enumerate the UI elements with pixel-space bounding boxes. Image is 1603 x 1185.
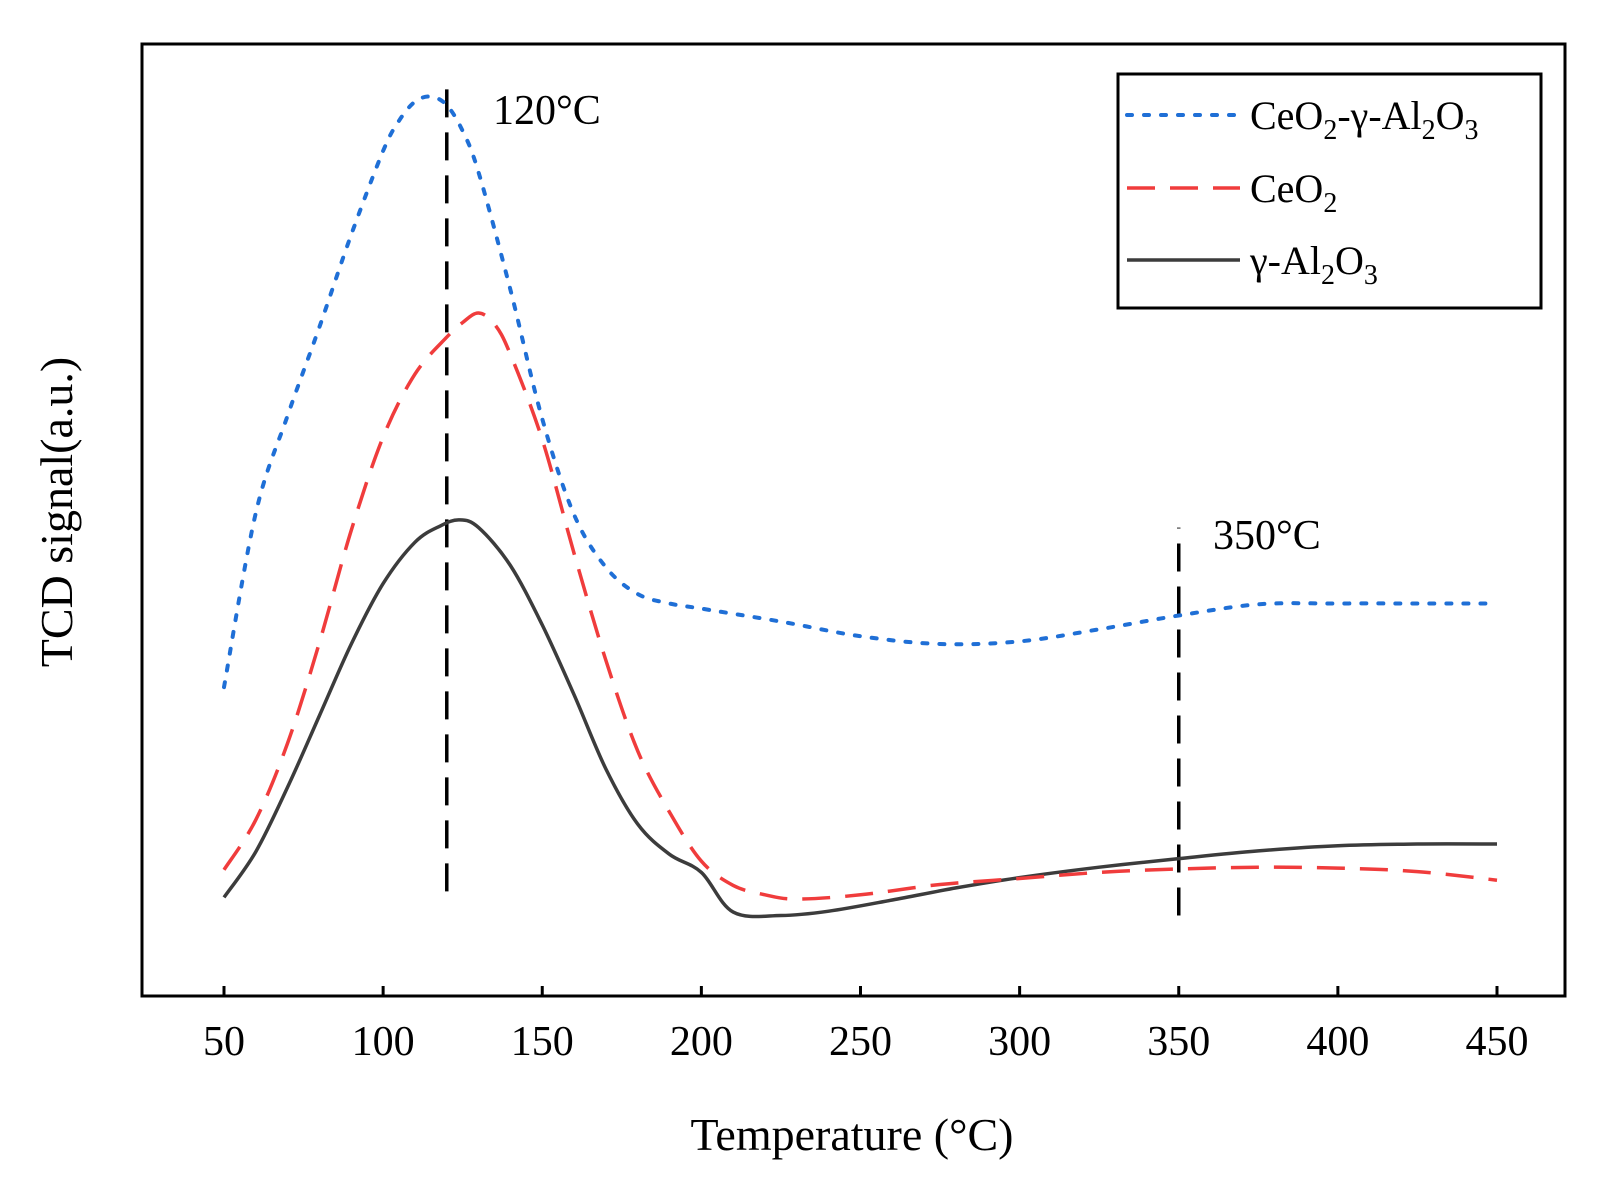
x-tick-label: 250 bbox=[829, 1019, 892, 1065]
x-tick-label: 450 bbox=[1466, 1019, 1529, 1065]
x-tick-label: 50 bbox=[203, 1019, 245, 1065]
annotation-120: 120°C bbox=[493, 88, 601, 134]
plot-frame bbox=[140, 42, 1567, 998]
x-axis-title: Temperature (°C) bbox=[691, 1109, 1014, 1160]
series-layer bbox=[222, 94, 1499, 919]
legend-label-1: CeO2 bbox=[1250, 166, 1337, 219]
x-tick-label: 200 bbox=[670, 1019, 733, 1065]
x-tick-label: 350 bbox=[1147, 1019, 1210, 1065]
x-tick-label: 400 bbox=[1306, 1019, 1369, 1065]
x-tick-label: 150 bbox=[511, 1019, 574, 1065]
x-tick-label: 300 bbox=[988, 1019, 1051, 1065]
legend-label-0: CeO2-γ-Al2O3 bbox=[1250, 93, 1479, 146]
series-line-0 bbox=[222, 94, 1499, 690]
legend-label-2: γ-Al2O3 bbox=[1249, 238, 1378, 291]
series-line-1 bbox=[222, 311, 1498, 901]
reference-lines bbox=[445, 75, 1181, 916]
series-line-2 bbox=[222, 518, 1498, 919]
annotation-350: 350°C bbox=[1213, 513, 1321, 559]
legend: CeO2-γ-Al2O3 CeO2 γ-Al2O3 bbox=[1116, 72, 1543, 310]
legend-box bbox=[1116, 72, 1543, 310]
x-axis: 50 100 150 200 250 300 350 400 450 bbox=[203, 986, 1529, 1065]
x-tick-label: 100 bbox=[352, 1019, 415, 1065]
y-axis-title: TCD signal(a.u.) bbox=[31, 357, 82, 667]
